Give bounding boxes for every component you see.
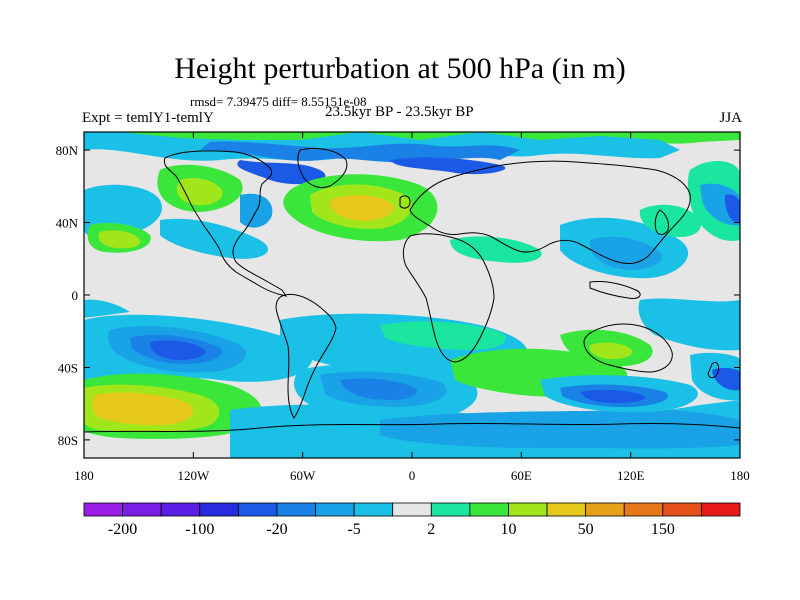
colorbar-box xyxy=(585,502,625,517)
coastline-north-america xyxy=(163,150,288,297)
contour-field xyxy=(200,141,520,163)
lon-tick-label: 0 xyxy=(409,468,416,483)
colorbar-box xyxy=(430,502,471,517)
coastline-south-america xyxy=(275,293,337,419)
contour-field xyxy=(92,392,194,426)
lat-tick-label: 40N xyxy=(56,216,79,231)
lon-tick-label: 120E xyxy=(617,468,645,483)
colorbar-box xyxy=(662,502,702,517)
colorbar-box xyxy=(237,502,278,517)
lon-tick-label: 180 xyxy=(730,468,750,483)
coastline-africa xyxy=(402,233,495,363)
contour-field xyxy=(340,378,418,400)
contour-field xyxy=(589,342,633,360)
contour-field xyxy=(390,157,506,175)
colorbar-label: -5 xyxy=(347,521,360,538)
contour-field xyxy=(380,321,506,350)
colorbar-box xyxy=(83,502,123,517)
colorbar-label: 2 xyxy=(427,521,435,538)
colorbar-box xyxy=(508,502,548,517)
colorbar-label: 150 xyxy=(651,521,675,538)
lat-tick-label: 0 xyxy=(72,288,79,303)
colorbar-box xyxy=(315,502,355,517)
contour-field xyxy=(712,367,740,391)
contour-field xyxy=(84,299,130,318)
contour-field xyxy=(380,409,740,449)
map-axes: 180 120W 60W 0 60E 120E 180 80N 40N 0 40S 80S xyxy=(56,132,750,483)
coastline-uk xyxy=(399,195,411,209)
contour-field xyxy=(580,389,646,403)
colorbar-box xyxy=(122,502,162,517)
contour-field xyxy=(98,230,141,249)
lon-tick-label: 60E xyxy=(511,468,532,483)
stats-label: rmsd= 7.39475 diff= 8.55151e-08 xyxy=(190,94,367,109)
lat-tick-label: 80N xyxy=(56,143,79,158)
coastline-eurasia xyxy=(409,160,691,265)
contour-field xyxy=(237,160,326,185)
contour-field xyxy=(150,340,206,360)
contour-fields xyxy=(84,132,740,458)
coastline-antarctica xyxy=(84,422,740,433)
colorbar-label: -20 xyxy=(266,521,287,538)
contour-field xyxy=(329,195,394,221)
coastline-japan xyxy=(654,209,669,235)
contour-field xyxy=(638,298,740,351)
contour-field xyxy=(724,194,740,223)
lon-tick-label: 120W xyxy=(177,468,210,483)
colorbar-box xyxy=(160,502,201,517)
colorbar-label: -100 xyxy=(185,521,214,538)
colorbar-label: 10 xyxy=(500,521,516,538)
coastline-new-zealand xyxy=(707,361,719,379)
lon-tick-label: 60W xyxy=(290,468,316,483)
coastline-australia xyxy=(583,323,673,373)
season-label: JJA xyxy=(719,110,742,126)
colorbar-box xyxy=(701,502,741,517)
colorbar-label: -200 xyxy=(108,521,137,538)
colorbar-label: 50 xyxy=(578,521,594,538)
colorbar-boxes xyxy=(83,502,741,517)
contour-field xyxy=(589,236,662,270)
colorbar-box xyxy=(199,502,239,517)
contour-field xyxy=(160,218,269,259)
colorbar-box xyxy=(392,502,432,517)
experiment-label: Expt = temlY1-temlY xyxy=(82,110,214,126)
colorbar-box xyxy=(469,502,509,517)
lat-tick-label: 80S xyxy=(58,433,78,448)
coastline-greenland xyxy=(297,147,348,189)
colorbar-box xyxy=(546,502,587,517)
map-title: Height perturbation at 500 hPa (in m) xyxy=(174,52,626,85)
colorbar-labels: -200 -100 -20 -5 2 10 50 150 xyxy=(108,521,675,538)
lon-tick-label: 180 xyxy=(74,468,94,483)
colorbar-box xyxy=(353,502,394,517)
colorbar-box xyxy=(623,502,664,517)
period-label: 23.5kyr BP - 23.5kyr BP xyxy=(325,104,474,120)
coastline-indonesia xyxy=(589,281,641,299)
coastlines xyxy=(84,147,740,433)
contour-field xyxy=(450,236,542,263)
colorbar-box xyxy=(276,502,316,517)
lat-tick-label: 40S xyxy=(58,360,78,375)
